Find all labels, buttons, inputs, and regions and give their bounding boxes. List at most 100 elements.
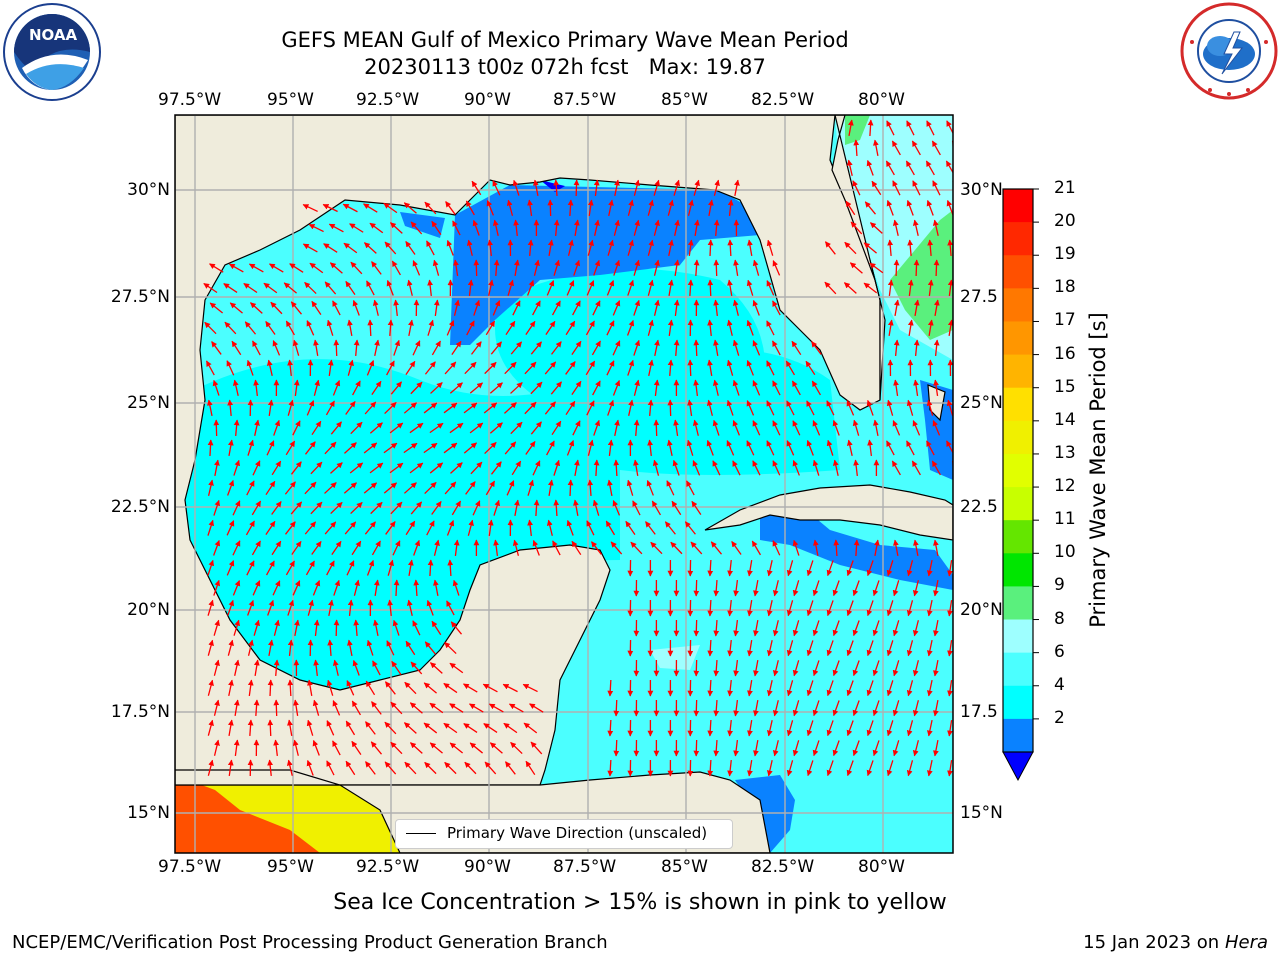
wave-arrow [429,462,444,474]
wave-arrow [627,279,635,296]
wave-arrow [332,380,341,396]
wave-arrow [464,761,477,775]
wave-arrow [733,579,739,597]
wave-arrow [892,660,900,677]
wave-arrow [384,681,396,695]
wave-arrow [806,400,815,416]
wave-arrow [566,280,575,296]
wave-arrow [324,521,337,535]
wave-arrow [872,620,880,637]
wave-arrow [265,321,276,335]
wave-arrow [451,500,462,516]
wave-arrow [607,719,614,737]
wave-arrow [313,339,319,356]
wave-arrow [869,262,884,274]
colorbar-tick-label: 11 [1054,509,1076,530]
wave-arrow [309,262,324,274]
wave-arrow [213,619,220,636]
wave-arrow [613,259,621,276]
wave-arrow [511,460,522,476]
lon-label-top: 82.5°W [751,90,815,110]
wave-arrow [786,720,794,737]
wave-arrow [753,620,759,637]
wave-arrow [613,739,620,757]
wave-arrow [667,399,674,417]
wave-arrow [706,399,713,416]
wave-arrow [446,239,454,256]
wave-arrow [846,400,855,416]
wave-arrow [213,739,220,756]
wave-arrow [933,299,940,316]
wave-arrow [350,421,363,435]
wave-arrow [786,680,794,697]
colorbar-segment [1003,255,1033,289]
wave-arrow [405,520,416,536]
wave-arrow [712,419,720,436]
wave-arrow [326,720,335,736]
wave-arrow [913,259,920,277]
wave-arrow [933,539,939,556]
wave-arrow [726,399,734,416]
wave-arrow [713,219,720,237]
wave-arrow [713,299,719,317]
colorbar-segment [1003,619,1033,654]
wave-arrow [483,402,498,414]
wave-arrow [926,760,933,777]
wave-arrow [832,459,839,476]
wave-arrow [447,559,454,577]
wave-arrow [753,580,759,597]
wave-arrow [832,620,840,637]
colorbar-segment [1003,354,1033,389]
wave-arrow [614,419,620,436]
wave-arrow [952,219,953,226]
wave-arrow [932,219,939,236]
wave-arrow [893,299,900,316]
wave-arrow [852,180,861,196]
wave-arrow [207,759,214,776]
wave-arrow [322,203,338,213]
lon-label-bottom: 85°W [661,857,708,877]
wave-arrow [933,259,940,277]
wave-arrow [424,641,436,655]
wave-arrow [403,402,417,414]
wave-arrow [471,180,482,196]
wave-arrow [446,600,455,616]
wave-arrow [925,160,935,176]
wave-arrow [466,320,475,336]
wave-arrow [547,479,554,496]
wave-arrow [371,701,382,715]
wave-arrow [786,440,795,456]
wave-arrow [393,339,401,356]
lat-label-right: 27.5 [960,287,998,307]
wave-arrow [732,299,739,316]
wave-arrow [687,239,694,257]
wave-arrow [848,119,854,136]
wave-arrow [667,359,674,377]
wave-arrow [727,199,734,217]
wave-arrow [533,499,540,517]
wave-arrow [806,439,814,456]
wave-arrow [252,580,261,596]
wave-arrow [533,259,540,276]
wave-arrow [612,380,621,396]
wave-arrow [525,440,536,455]
wave-arrow [313,619,320,637]
wave-arrow [226,360,235,376]
wave-arrow [444,641,457,655]
lat-label-right: 17.5 [960,702,998,722]
wave-arrow [510,341,523,355]
wave-arrow [283,282,297,294]
wave-arrow [727,639,734,657]
wave-arrow [587,439,594,456]
wave-arrow [931,460,941,476]
wave-arrow [232,379,239,396]
wave-arrow [423,722,438,734]
wave-arrow [432,259,440,276]
wave-arrow [452,220,461,236]
wave-arrow [893,259,900,277]
lat-label-right: 15°N [960,803,1003,823]
wave-arrow [947,559,953,577]
wave-arrow [489,382,503,394]
wave-arrow [390,222,403,234]
wave-arrow [366,559,375,576]
